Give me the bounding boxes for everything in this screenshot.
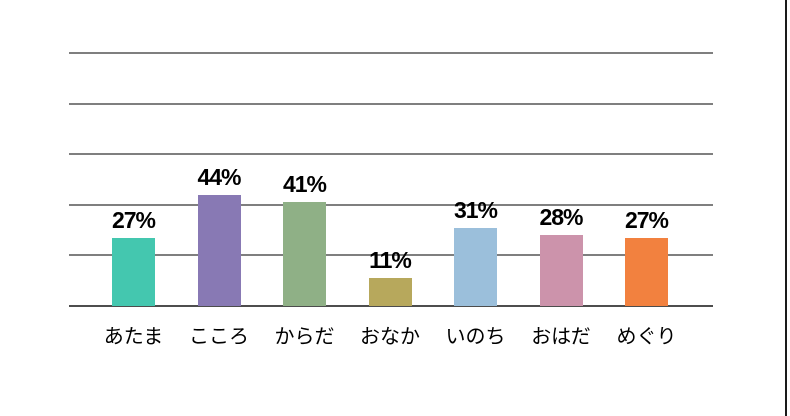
bar-からだ (283, 202, 326, 306)
bar-value-label: 44% (197, 164, 241, 190)
bar-いのち (454, 228, 497, 306)
bar-こころ (197, 195, 241, 306)
bar-おなか (368, 278, 412, 306)
category-label: こころ (189, 326, 249, 348)
gridline (69, 254, 713, 257)
bar-value-label: 11% (369, 247, 412, 273)
category-label: めぐり (616, 326, 677, 348)
bar-あたま (112, 238, 155, 306)
bar-value-label: 41% (282, 171, 327, 197)
gridline (69, 102, 713, 105)
category-label: いのち (445, 326, 506, 348)
gridline (69, 52, 713, 54)
category-label: おなか (360, 326, 420, 348)
bar-めぐり (625, 238, 668, 306)
gridline (69, 203, 713, 206)
category-label: あたま (103, 326, 164, 348)
category-label: からだ (274, 326, 335, 348)
bar-value-label: 31% (453, 197, 498, 223)
category-label: おはだ (531, 326, 591, 348)
gridline (69, 153, 713, 156)
bar-value-label: 28% (539, 204, 583, 230)
x-axis-baseline (69, 305, 713, 307)
bar-value-label: 27% (111, 207, 156, 233)
page-edge-line (785, 0, 787, 416)
bar-おはだ (539, 235, 583, 306)
bar-value-label: 27% (624, 207, 669, 233)
